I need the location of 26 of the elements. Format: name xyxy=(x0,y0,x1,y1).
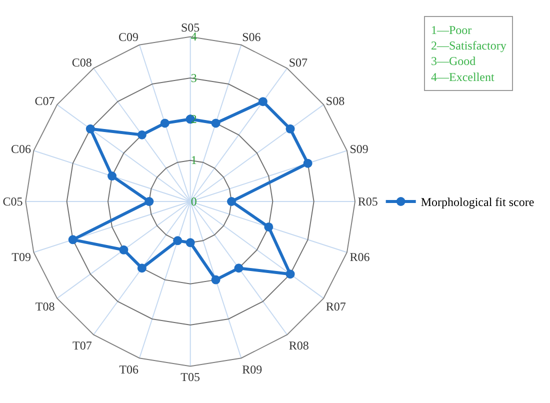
spoke-label: T05 xyxy=(180,370,200,384)
spoke-label: R07 xyxy=(326,299,346,314)
spoke-label: C05 xyxy=(2,194,23,209)
spoke-label: S09 xyxy=(350,142,368,156)
spoke-label: C09 xyxy=(118,30,139,44)
spoke-label: T08 xyxy=(35,299,55,314)
legend-label: Morphological fit score xyxy=(420,195,534,210)
y-tick-label: 2 xyxy=(190,112,197,126)
spoke-label: S07 xyxy=(288,55,308,70)
spoke-label: C07 xyxy=(34,94,55,108)
text: 4—Excellent xyxy=(431,70,495,84)
spoke-label: C06 xyxy=(10,142,31,156)
text: 1—Poor xyxy=(431,23,472,37)
y-tick-label: 0 xyxy=(190,194,197,208)
text: 2—Satisfactory xyxy=(431,38,506,53)
spoke-label: S06 xyxy=(242,30,261,44)
spoke-label: R05 xyxy=(358,194,378,209)
spoke-label: S08 xyxy=(326,94,345,108)
spoke-label: R09 xyxy=(242,362,262,377)
spoke-label: R08 xyxy=(288,338,309,352)
spoke-label: C08 xyxy=(72,55,92,70)
spoke-label: R06 xyxy=(350,250,370,264)
text: 3—Good xyxy=(431,54,476,68)
spoke-label: T06 xyxy=(119,362,139,377)
spoke-label: T07 xyxy=(72,338,92,352)
spoke-label: T09 xyxy=(12,250,31,264)
